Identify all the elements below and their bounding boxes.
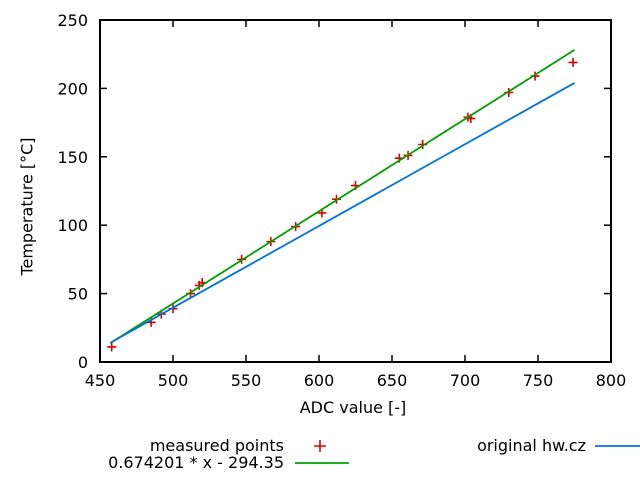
x-axis-title: ADC value [-]	[299, 398, 407, 417]
x-tick-label: 500	[158, 371, 189, 390]
x-tick-label: 600	[304, 371, 335, 390]
legend-label-measured-points: measured points	[149, 436, 284, 455]
legend-label-fit-line: 0.674201 * x - 294.35	[108, 453, 284, 472]
x-tick-label: 700	[450, 371, 481, 390]
x-tick-label: 650	[377, 371, 408, 390]
y-tick-label: 200	[57, 79, 88, 98]
y-tick-label: 50	[68, 285, 88, 304]
plus-marker-icon	[314, 440, 326, 452]
x-tick-label: 450	[85, 371, 116, 390]
data-point-marker	[568, 57, 578, 67]
legend-measured-swatch	[314, 440, 326, 452]
y-axis-title: Temperature [°C]	[17, 137, 37, 276]
y-tick-label: 150	[57, 148, 88, 167]
y-tick-label: 250	[57, 11, 88, 30]
x-tick-label: 550	[231, 371, 262, 390]
legend-label-original-hwcz: original hw.cz	[477, 436, 586, 455]
y-tick-label: 0	[78, 353, 88, 372]
original-hwcz-line	[109, 82, 575, 344]
line-sample-icon	[295, 462, 349, 464]
fit-line	[109, 49, 575, 344]
line-sample-icon	[595, 445, 640, 447]
x-tick-label: 800	[596, 371, 627, 390]
plot-border	[99, 19, 612, 363]
y-tick-label: 100	[57, 216, 88, 235]
data-point-marker	[107, 342, 117, 352]
x-tick-label: 750	[523, 371, 554, 390]
